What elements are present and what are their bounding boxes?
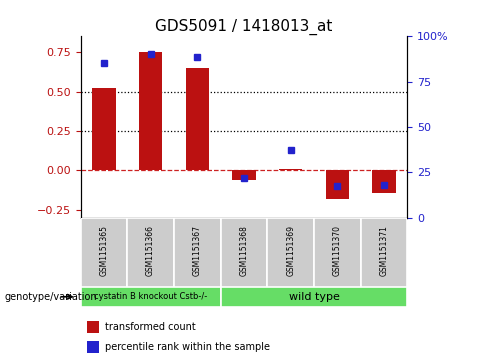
Bar bbox=[232, 171, 256, 180]
Bar bbox=[372, 171, 396, 192]
Text: GSM1151366: GSM1151366 bbox=[146, 225, 155, 276]
Text: GSM1151370: GSM1151370 bbox=[333, 225, 342, 276]
Bar bbox=[279, 169, 303, 171]
Text: cystatin B knockout Cstb-/-: cystatin B knockout Cstb-/- bbox=[94, 292, 207, 301]
Title: GDS5091 / 1418013_at: GDS5091 / 1418013_at bbox=[155, 19, 333, 35]
Text: genotype/variation: genotype/variation bbox=[5, 292, 98, 302]
Text: GSM1151367: GSM1151367 bbox=[193, 225, 202, 276]
FancyBboxPatch shape bbox=[174, 218, 221, 287]
FancyBboxPatch shape bbox=[81, 218, 127, 287]
Text: percentile rank within the sample: percentile rank within the sample bbox=[105, 342, 270, 352]
Text: GSM1151365: GSM1151365 bbox=[100, 225, 108, 276]
Bar bbox=[87, 340, 99, 353]
FancyBboxPatch shape bbox=[361, 218, 407, 287]
Bar bbox=[185, 68, 209, 171]
FancyBboxPatch shape bbox=[221, 287, 407, 307]
Text: GSM1151368: GSM1151368 bbox=[240, 225, 248, 276]
Bar bbox=[92, 88, 116, 171]
FancyBboxPatch shape bbox=[221, 218, 267, 287]
Bar bbox=[139, 52, 162, 171]
Text: transformed count: transformed count bbox=[105, 322, 196, 332]
FancyBboxPatch shape bbox=[81, 287, 221, 307]
Text: GSM1151369: GSM1151369 bbox=[286, 225, 295, 276]
FancyBboxPatch shape bbox=[267, 218, 314, 287]
Bar bbox=[326, 171, 349, 199]
Bar bbox=[87, 321, 99, 333]
Text: GSM1151371: GSM1151371 bbox=[380, 225, 388, 276]
FancyBboxPatch shape bbox=[127, 218, 174, 287]
Text: wild type: wild type bbox=[288, 292, 340, 302]
FancyBboxPatch shape bbox=[314, 218, 361, 287]
